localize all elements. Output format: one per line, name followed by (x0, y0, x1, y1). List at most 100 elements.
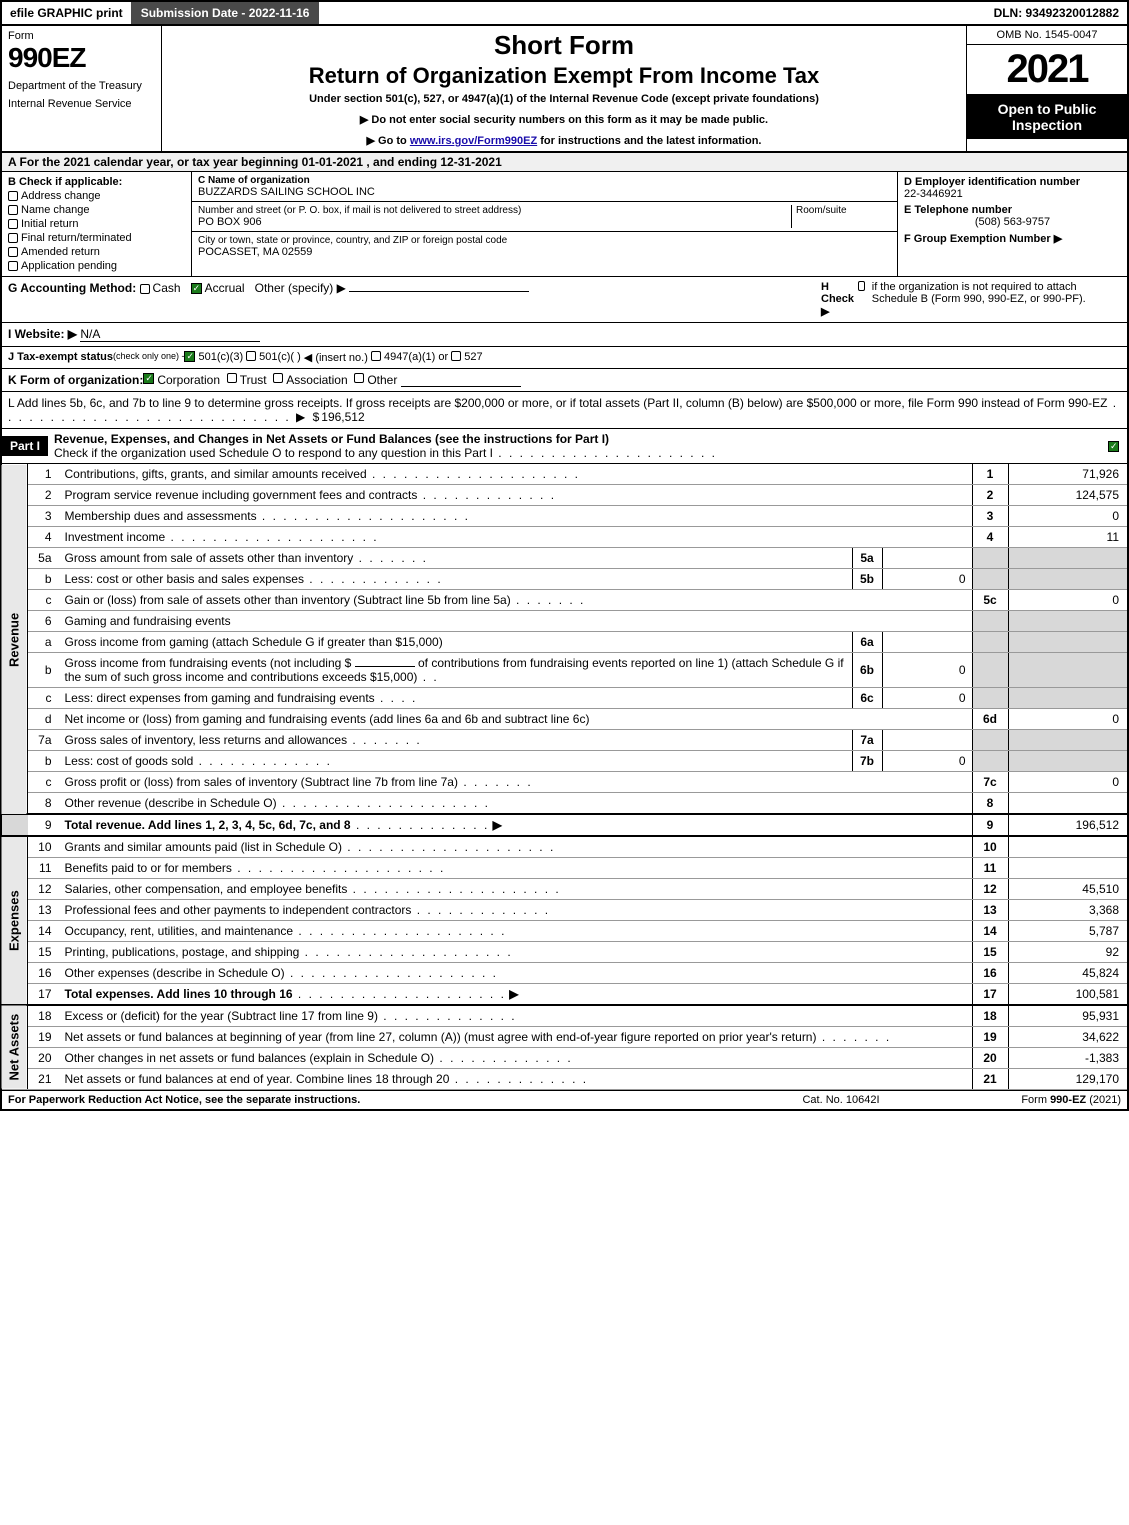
val-18: 95,931 (1008, 1005, 1128, 1027)
chk-other-org[interactable] (354, 373, 364, 383)
instr2-pre: ▶ Go to (367, 135, 410, 147)
side-expenses: Expenses (1, 836, 28, 1005)
c-street-label: Number and street (or P. O. box, if mail… (198, 205, 791, 216)
open-to-public: Open to Public Inspection (967, 95, 1127, 139)
val-8 (1008, 793, 1128, 815)
instr2-post: for instructions and the latest informat… (537, 135, 761, 147)
side-revenue: Revenue (1, 464, 28, 814)
chk-corporation[interactable] (143, 373, 154, 384)
ln-1: 1 (28, 464, 60, 485)
footer-formref: Form 990-EZ (2021) (941, 1094, 1121, 1106)
header-right: OMB No. 1545-0047 2021 Open to Public In… (967, 26, 1127, 151)
header-middle: Short Form Return of Organization Exempt… (162, 26, 967, 151)
chk-527[interactable] (451, 351, 461, 361)
chk-schedule-o[interactable] (1108, 441, 1119, 452)
form-number: 990EZ (8, 42, 155, 74)
chk-amended-return[interactable]: Amended return (8, 246, 185, 258)
section-bcdef: B Check if applicable: Address change Na… (0, 172, 1129, 277)
val-1: 71,926 (1008, 464, 1128, 485)
omb-number: OMB No. 1545-0047 (967, 26, 1127, 45)
part-i-table: Revenue 1 Contributions, gifts, grants, … (0, 464, 1129, 1090)
side-netassets: Net Assets (1, 1005, 28, 1090)
val-16: 45,824 (1008, 963, 1128, 984)
irs-link[interactable]: www.irs.gov/Form990EZ (410, 135, 537, 147)
e-label: E Telephone number (904, 204, 1121, 216)
header-left: Form 990EZ Department of the Treasury In… (2, 26, 162, 151)
f-label: F Group Exemption Number ▶ (904, 232, 1121, 245)
chk-application-pending[interactable]: Application pending (8, 260, 185, 272)
chk-cash[interactable] (140, 284, 150, 294)
form-header: Form 990EZ Department of the Treasury In… (0, 26, 1129, 153)
footer-catno: Cat. No. 10642I (741, 1094, 941, 1106)
efile-label[interactable]: efile GRAPHIC print (2, 2, 131, 24)
h-text: if the organization is not required to a… (872, 281, 1121, 305)
c-city-value: POCASSET, MA 02559 (198, 246, 891, 258)
row-a-tax-year: A For the 2021 calendar year, or tax yea… (0, 153, 1129, 172)
val-9: 196,512 (1008, 814, 1128, 836)
instruction-ssn: ▶ Do not enter social security numbers o… (170, 113, 958, 126)
chk-accrual[interactable] (191, 283, 202, 294)
val-7c: 0 (1008, 772, 1128, 793)
return-title: Return of Organization Exempt From Incom… (170, 63, 958, 89)
val-6d: 0 (1008, 709, 1128, 730)
row-k: K Form of organization: Corporation Trus… (0, 369, 1129, 392)
i-value: N/A (80, 327, 260, 342)
e-value: (508) 563-9757 (904, 216, 1121, 228)
chk-name-change[interactable]: Name change (8, 204, 185, 216)
val-21: 129,170 (1008, 1069, 1128, 1090)
val-2: 124,575 (1008, 485, 1128, 506)
part-i-title: Revenue, Expenses, and Changes in Net As… (54, 432, 609, 446)
c-street-value: PO BOX 906 (198, 216, 791, 228)
column-def: D Employer identification number 22-3446… (897, 172, 1127, 276)
c-name-label: C Name of organization (198, 175, 891, 186)
submission-date: Submission Date - 2022-11-16 (131, 2, 320, 24)
chk-initial-return[interactable]: Initial return (8, 218, 185, 230)
top-bar: efile GRAPHIC print Submission Date - 20… (0, 0, 1129, 26)
val-4: 11 (1008, 527, 1128, 548)
chk-h[interactable] (858, 281, 865, 291)
val-5c: 0 (1008, 590, 1128, 611)
g-label: G Accounting Method: (8, 281, 140, 295)
footer-paperwork: For Paperwork Reduction Act Notice, see … (8, 1094, 741, 1106)
c-room-label: Room/suite (791, 205, 891, 228)
dln-label: DLN: 93492320012882 (986, 2, 1127, 24)
val-15: 92 (1008, 942, 1128, 963)
chk-final-return[interactable]: Final return/terminated (8, 232, 185, 244)
d-label: D Employer identification number (904, 176, 1121, 188)
val-17: 100,581 (1008, 984, 1128, 1006)
form-word: Form (8, 30, 155, 42)
chk-association[interactable] (273, 373, 283, 383)
tax-year: 2021 (967, 45, 1127, 95)
val-20: -1,383 (1008, 1048, 1128, 1069)
part-i-sub: Check if the organization used Schedule … (54, 446, 493, 460)
chk-trust[interactable] (227, 373, 237, 383)
k-label: K Form of organization: (8, 373, 143, 387)
val-3: 0 (1008, 506, 1128, 527)
l-text: L Add lines 5b, 6c, and 7b to line 9 to … (8, 396, 1107, 410)
val-13: 3,368 (1008, 900, 1128, 921)
chk-address-change[interactable]: Address change (8, 190, 185, 202)
under-section: Under section 501(c), 527, or 4947(a)(1)… (170, 93, 958, 105)
short-form-title: Short Form (170, 30, 958, 61)
i-label: I Website: ▶ (8, 327, 77, 342)
val-14: 5,787 (1008, 921, 1128, 942)
chk-4947[interactable] (371, 351, 381, 361)
b-header: B Check if applicable: (8, 176, 185, 188)
part-i-label: Part I (2, 436, 48, 456)
j-label: J Tax-exempt status (8, 351, 113, 364)
chk-501c3[interactable] (184, 351, 195, 362)
h-label: H Check ▶ (821, 281, 854, 318)
row-l: L Add lines 5b, 6c, and 7b to line 9 to … (0, 392, 1129, 429)
dept-treasury: Department of the Treasury (8, 80, 155, 92)
val-19: 34,622 (1008, 1027, 1128, 1048)
c-name-value: BUZZARDS SAILING SCHOOL INC (198, 186, 891, 198)
page-footer: For Paperwork Reduction Act Notice, see … (0, 1090, 1129, 1111)
dept-irs: Internal Revenue Service (8, 98, 155, 110)
l-value: 196,512 (321, 410, 364, 424)
chk-501c[interactable] (246, 351, 256, 361)
val-12: 45,510 (1008, 879, 1128, 900)
row-i: I Website: ▶ N/A (0, 323, 1129, 347)
instruction-goto: ▶ Go to www.irs.gov/Form990EZ for instru… (170, 134, 958, 147)
column-c: C Name of organization BUZZARDS SAILING … (192, 172, 897, 276)
c-city-label: City or town, state or province, country… (198, 235, 891, 246)
